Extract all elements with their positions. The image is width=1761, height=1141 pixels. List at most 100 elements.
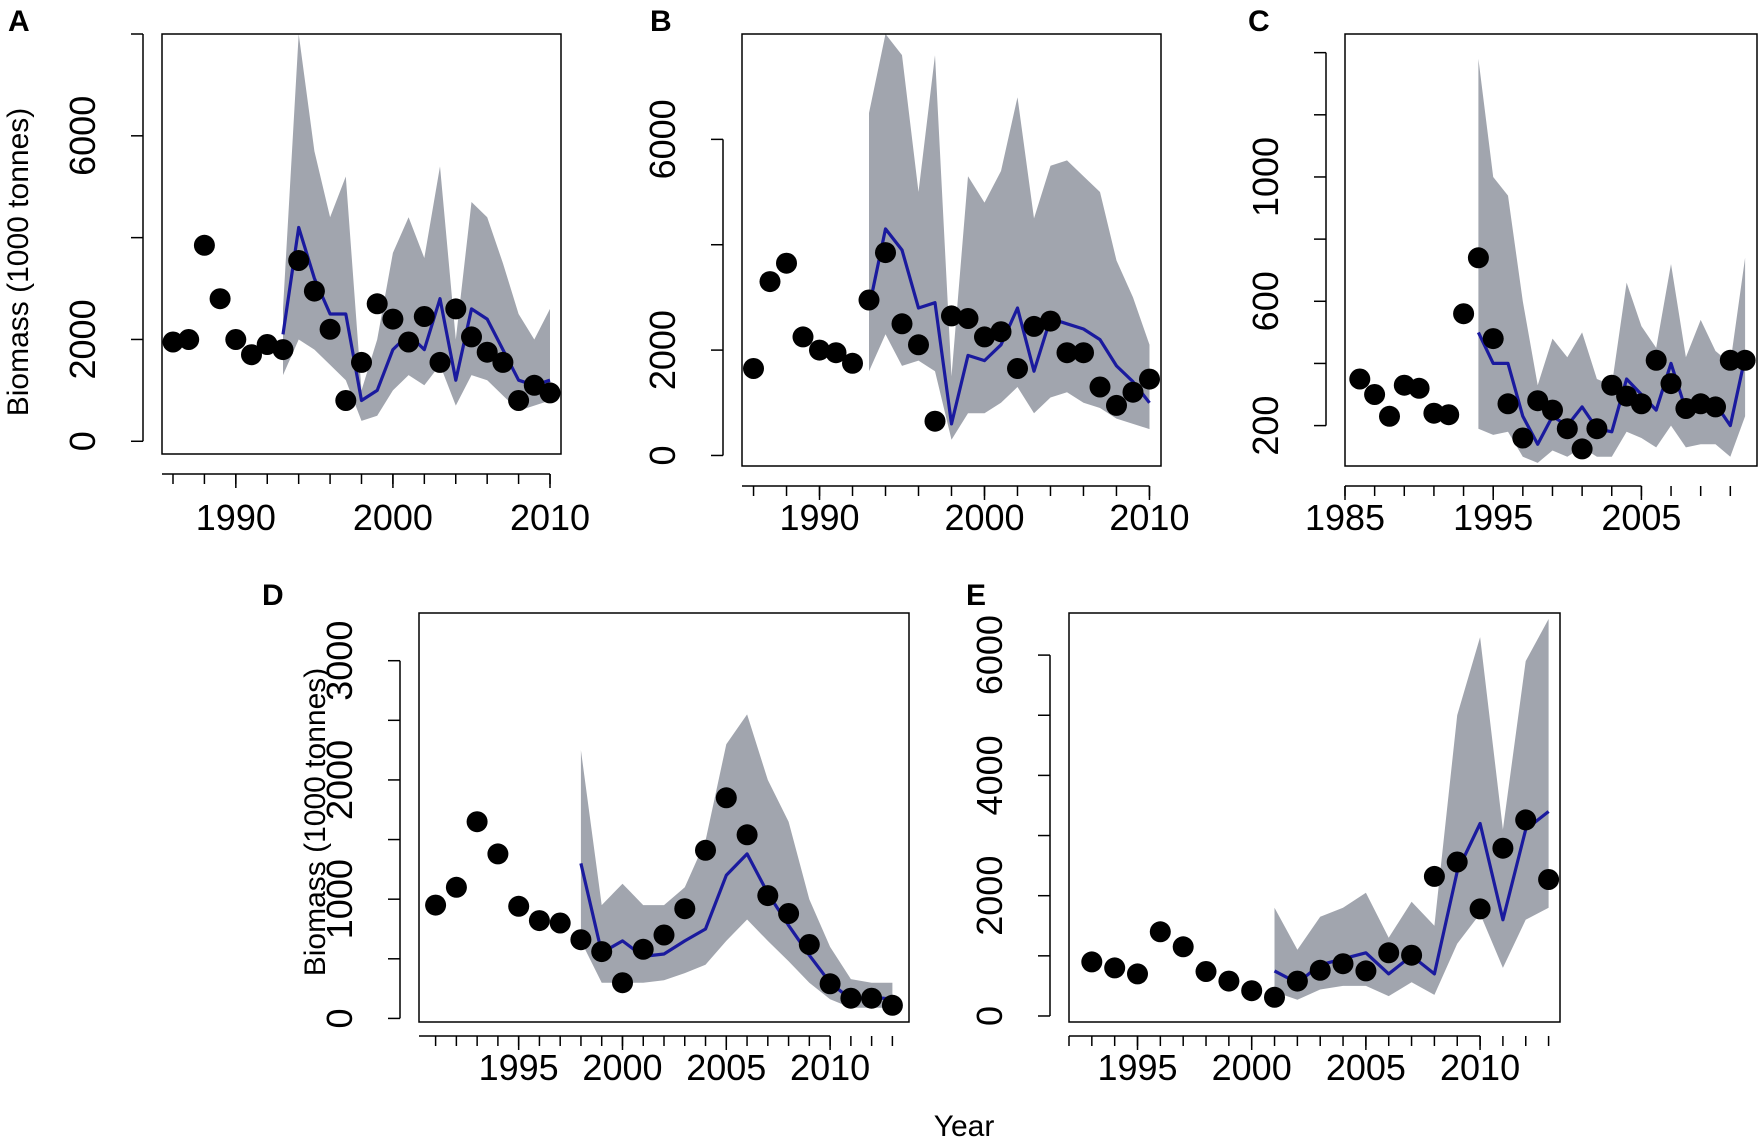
data-point [366,293,388,315]
y-axis-title: Biomass (1000 tonnes) [2,108,35,417]
data-point [715,787,737,809]
panel-letter: A [8,5,30,38]
data-point [1705,396,1726,418]
data-point [1149,921,1171,943]
data-point [1401,944,1423,966]
data-point [466,811,488,833]
data-point [351,351,372,373]
data-point [1056,342,1078,364]
data-point [825,342,847,364]
data-point [256,334,278,355]
panel-c: C 200 600 1000 1985 1995 2005 [1245,5,1758,538]
data-point [241,344,262,366]
plot-frame [741,33,1162,467]
data-point [792,326,814,348]
x-tick-label: 2010 [1440,1047,1520,1088]
y-tick-label: 6000 [642,99,683,179]
confidence-band [1478,58,1746,463]
y-axis-title: Biomass (1000 tonnes) [299,668,332,977]
data-point [1218,970,1240,992]
x-tick-label: 1985 [1305,497,1385,538]
data-point [809,339,830,361]
panel-letter: E [966,579,986,612]
y-tick-label: 4000 [969,735,1010,815]
plot-frame [1068,612,1561,1023]
data-point [1364,384,1386,405]
data-point [303,280,325,302]
data-point [858,289,880,311]
data-point [891,313,913,335]
panel-letter: D [262,579,284,612]
x-axis-title: Year [934,1110,995,1141]
data-point [990,321,1012,343]
data-point [776,252,797,274]
data-point [1379,405,1400,427]
data-point [1423,865,1445,887]
data-point [778,903,800,924]
y-tick-label: 0 [62,431,103,451]
data-point [193,234,215,256]
data-point [674,898,696,920]
confidence-band [1274,619,1549,1000]
data-point [508,390,530,411]
x-tick-label: 1995 [479,1047,559,1088]
data-point [461,326,482,348]
data-point [508,895,530,917]
panel-b: B 0 2000 6000 1990 2000 2010 [642,5,1189,538]
data-point [429,351,451,373]
plot-frame [1344,33,1758,467]
data-point [743,358,764,379]
data-point [1172,936,1194,958]
data-point [1106,394,1127,416]
data-point [1538,869,1560,890]
panel-e: E 0 2000 4000 6000 1995 2000 2005 2010 [966,579,1561,1088]
data-point [1073,342,1094,364]
data-point [335,390,357,411]
y-tick-label: 3000 [319,621,360,701]
data-point [272,339,294,361]
plot-frame [161,33,562,455]
data-point [819,973,841,995]
y-tick-label: 600 [1245,271,1286,331]
data-point [1469,898,1491,920]
data-point [178,329,200,350]
confidence-band [580,714,893,1008]
data-point [1139,368,1160,390]
confidence-band [283,34,550,421]
data-point [528,910,550,932]
data-point [1264,986,1285,1008]
data-point [1453,303,1475,325]
y-tick-label: 2000 [642,310,683,390]
x-tick-label: 2005 [1326,1047,1406,1088]
data-point [1349,368,1371,390]
data-point [1122,381,1144,403]
data-point [957,308,979,329]
x-tick-label: 1995 [1097,1047,1177,1088]
data-point [1040,310,1061,332]
x-tick-label: 2000 [582,1047,662,1088]
data-point [798,934,820,955]
data-point [1601,374,1623,396]
data-point [924,410,946,432]
data-point [319,318,341,340]
data-point [288,250,310,271]
data-point [1104,957,1126,979]
data-point [1719,349,1741,371]
x-tick-label: 2005 [686,1047,766,1088]
x-tick-label: 1990 [196,497,276,538]
data-point [570,929,592,951]
data-point [1467,247,1489,269]
data-point [1355,960,1377,982]
data-point [425,894,447,916]
panel-letter: C [1248,5,1270,38]
data-point [612,972,633,994]
data-point [209,288,231,310]
data-point [842,352,863,374]
y-tick-label: 2000 [319,740,360,820]
data-point [1734,349,1756,371]
y-tick-label: 0 [642,445,683,465]
data-point [736,824,758,846]
data-point [1512,427,1534,449]
data-point [1630,393,1652,415]
